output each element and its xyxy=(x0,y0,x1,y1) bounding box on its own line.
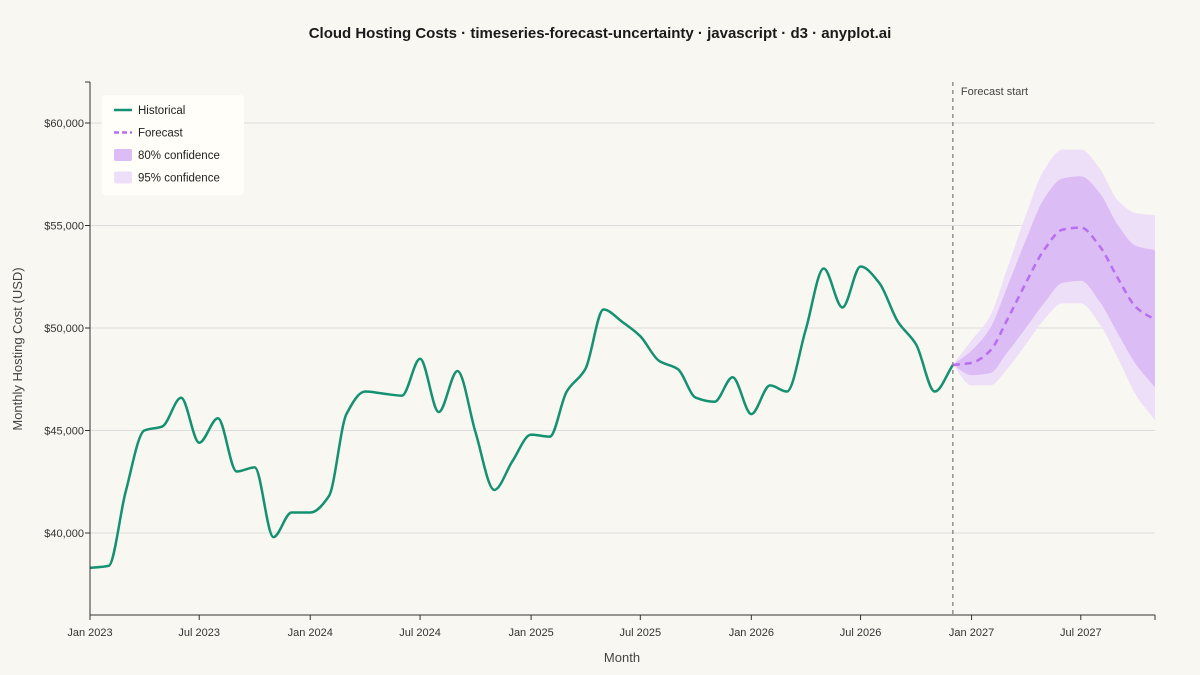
x-tick-label: Jul 2027 xyxy=(1060,627,1102,639)
chart-title: Cloud Hosting Costs · timeseries-forecas… xyxy=(309,25,892,42)
x-tick-label: Jul 2026 xyxy=(840,627,882,639)
legend-swatch-95 xyxy=(114,171,132,184)
y-tick-label: $55,000 xyxy=(44,221,84,233)
y-axis-label: Monthly Hosting Cost (USD) xyxy=(10,267,25,430)
forecast-start-label: Forecast start xyxy=(961,86,1028,98)
y-tick-label: $60,000 xyxy=(44,118,84,130)
legend-box xyxy=(102,95,244,195)
x-tick-label: Jul 2023 xyxy=(178,627,220,639)
legend-label: 80% confidence xyxy=(138,150,220,162)
legend-label: 95% confidence xyxy=(138,173,220,185)
forecast-line xyxy=(952,226,1156,367)
axis-layer: $40,000 $45,000 $50,000 $55,000 $60,000 Jan 2… xyxy=(44,81,1156,639)
grid-layer xyxy=(90,122,1155,534)
annotation-layer: Forecast start xyxy=(952,82,1028,615)
legend-swatch-80 xyxy=(114,149,132,161)
x-tick-label: Jan 2027 xyxy=(949,627,994,639)
band-layer xyxy=(952,149,1155,421)
x-tick-label: Jul 2025 xyxy=(620,627,662,639)
legend-label: Historical xyxy=(138,105,185,117)
x-tick-label: Jul 2024 xyxy=(399,627,441,639)
legend: Historical Forecast 80% confidence 95% conf… xyxy=(102,95,244,195)
line-layer xyxy=(89,226,1156,570)
y-tick-label: $45,000 xyxy=(44,426,84,438)
y-tick-label: $50,000 xyxy=(44,323,84,335)
x-tick-label: Jan 2026 xyxy=(729,627,774,639)
band-80 xyxy=(952,176,1155,388)
x-tick-label: Jan 2025 xyxy=(508,627,553,639)
x-axis-label: Month xyxy=(604,650,640,665)
x-tick-label: Jan 2023 xyxy=(67,627,112,639)
legend-label: Forecast xyxy=(138,128,184,140)
y-tick-label: $40,000 xyxy=(44,528,84,540)
x-tick-label: Jan 2024 xyxy=(288,627,333,639)
historical-line xyxy=(89,265,954,570)
